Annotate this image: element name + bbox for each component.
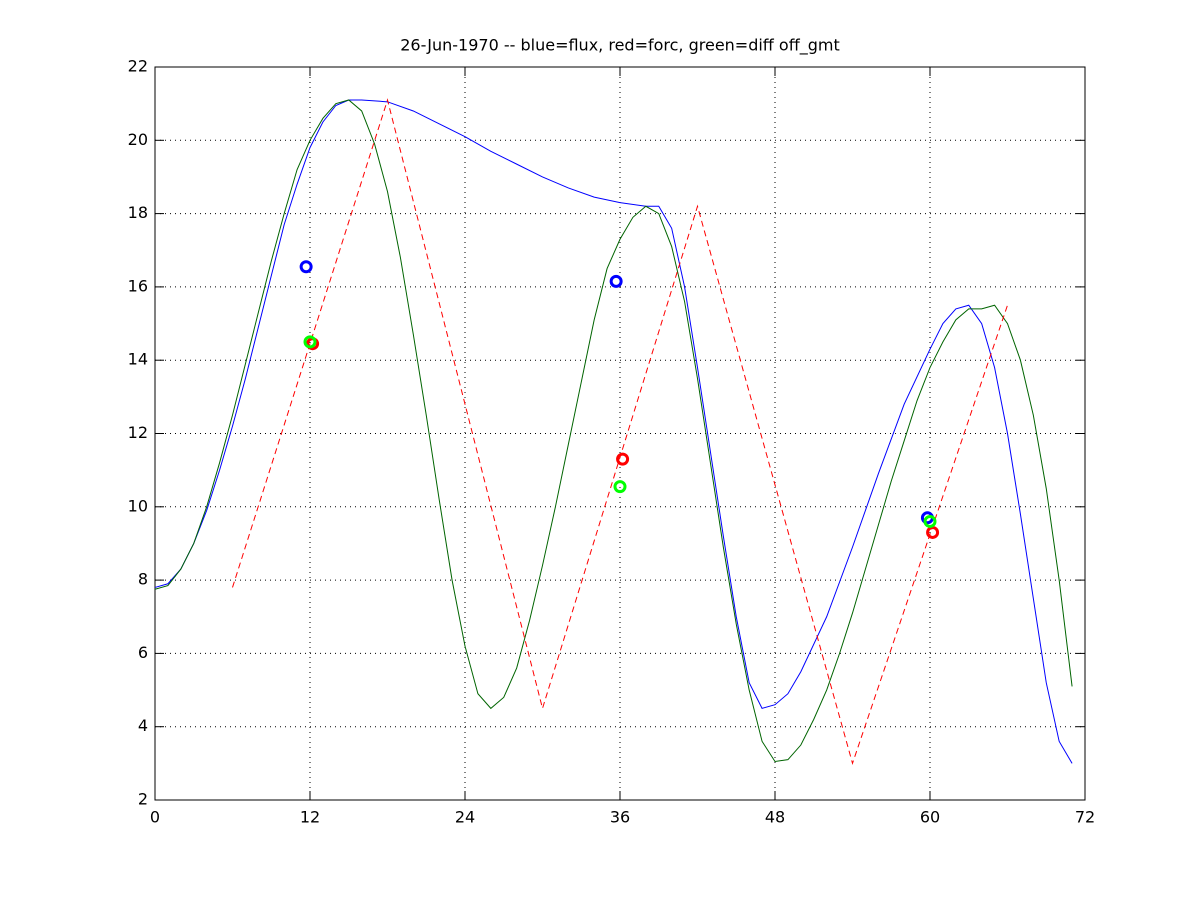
y-tick-label: 4 (138, 716, 148, 735)
x-tick-label: 24 (455, 808, 475, 827)
series-line (232, 98, 1008, 766)
y-tick-label: 10 (128, 496, 148, 515)
marker (303, 335, 317, 349)
y-tick-label: 14 (128, 350, 148, 369)
x-tick-label: 60 (920, 808, 940, 827)
y-tick-label: 2 (138, 790, 148, 809)
marker (609, 274, 623, 288)
x-tick-label: 12 (300, 808, 320, 827)
y-tick-label: 22 (128, 57, 148, 76)
x-tick-label: 48 (765, 808, 785, 827)
marker (613, 480, 627, 494)
y-tick-label: 6 (138, 643, 148, 662)
y-tick-label: 16 (128, 276, 148, 295)
series-line (154, 99, 1073, 763)
marker (616, 452, 630, 466)
x-tick-label: 72 (1075, 808, 1095, 827)
x-tick-label: 0 (150, 808, 160, 827)
x-tick-label: 36 (610, 808, 630, 827)
marker (926, 525, 940, 539)
chart-title: 26-Jun-1970 -- blue=flux, red=forc, gree… (400, 36, 840, 56)
marker (299, 260, 313, 274)
series-line (154, 99, 1073, 764)
y-tick-label: 8 (138, 570, 148, 589)
y-tick-label: 18 (128, 203, 148, 222)
marker (923, 514, 937, 528)
y-tick-label: 20 (128, 130, 148, 149)
y-tick-label: 12 (128, 423, 148, 442)
